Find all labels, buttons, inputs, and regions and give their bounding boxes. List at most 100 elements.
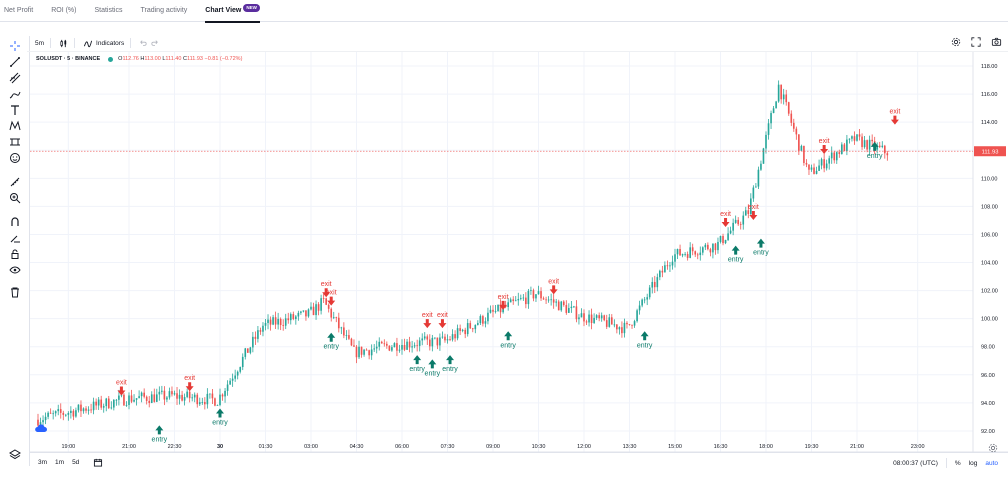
- entry-marker: entry: [867, 141, 883, 160]
- candle-body: [289, 314, 292, 321]
- zoom-in-icon[interactable]: [9, 192, 21, 204]
- candle-body: [777, 84, 780, 102]
- candle-body: [148, 400, 151, 403]
- candle-body: [722, 236, 724, 244]
- settings-icon[interactable]: [951, 37, 961, 47]
- lock-drawing-icon[interactable]: [9, 232, 21, 244]
- log-toggle[interactable]: log: [968, 459, 978, 467]
- candle-body: [216, 405, 219, 406]
- candle-body: [335, 317, 338, 318]
- pattern-icon[interactable]: [9, 120, 21, 132]
- cloud-icon[interactable]: [34, 423, 48, 435]
- candle-body: [244, 348, 247, 357]
- candle-body: [825, 163, 828, 169]
- close-value: 111.93: [186, 56, 203, 62]
- entry-arrow-icon: [731, 245, 740, 255]
- tab-statistics[interactable]: Statistics: [94, 6, 123, 14]
- candle-body: [590, 314, 593, 324]
- trade-markers-layer: exitentryexitentryexitexitentryentryexit…: [116, 109, 900, 444]
- candle-body: [449, 339, 451, 340]
- candle-body: [340, 327, 343, 329]
- lock-icon[interactable]: [9, 248, 21, 260]
- range-1m[interactable]: 1m: [55, 459, 65, 466]
- candle-body: [370, 349, 373, 356]
- candle-body: [565, 305, 568, 313]
- candle-body: [115, 399, 118, 401]
- entry-arrow-icon: [155, 425, 164, 435]
- candle-body: [396, 343, 398, 351]
- prediction-icon[interactable]: [9, 136, 21, 148]
- candle-body: [792, 122, 795, 129]
- chart-settings-gear-icon[interactable]: [988, 443, 998, 453]
- candle-body: [70, 410, 72, 414]
- auto-scale-toggle[interactable]: auto: [985, 459, 998, 467]
- price-chart[interactable]: exitentryexitentryexitexitentryentryexit…: [30, 52, 1008, 452]
- interval-button[interactable]: 5m: [35, 39, 45, 47]
- candle-body: [568, 308, 570, 313]
- candle-body: [125, 404, 128, 406]
- brush-icon[interactable]: [9, 88, 21, 100]
- entry-label: entry: [728, 257, 744, 264]
- percent-toggle[interactable]: %: [954, 459, 961, 467]
- candle-body: [434, 337, 436, 339]
- symbol-name[interactable]: SOLUSDT · 5 · BINANCE: [36, 56, 101, 62]
- candle-body: [411, 346, 413, 348]
- candle-body: [113, 399, 115, 408]
- entry-marker: entry: [152, 425, 168, 443]
- candle-body: [648, 287, 651, 298]
- tab-trading-activity[interactable]: Trading activity: [140, 6, 188, 14]
- text-icon[interactable]: [9, 104, 21, 116]
- candle-body: [224, 390, 226, 397]
- candle-body: [57, 409, 60, 412]
- candle-body: [489, 309, 492, 313]
- trash-icon[interactable]: [9, 286, 21, 298]
- trend-line-icon[interactable]: [9, 56, 21, 68]
- candle-body: [363, 349, 365, 355]
- candle-body: [330, 308, 333, 318]
- candle-body: [843, 144, 846, 151]
- camera-icon[interactable]: [991, 37, 1002, 47]
- candle-body: [669, 265, 671, 267]
- fib-icon[interactable]: [9, 72, 21, 84]
- candle-body: [861, 136, 863, 148]
- candle-body: [866, 140, 868, 150]
- indicators-button[interactable]: Indicators: [83, 39, 124, 48]
- exit-arrow-icon: [549, 285, 558, 295]
- tab-chart-view[interactable]: Chart View NEW: [205, 0, 260, 23]
- undo-icon[interactable]: [139, 39, 147, 47]
- candle-body: [332, 317, 335, 318]
- candles-type-icon[interactable]: [59, 39, 68, 48]
- date-range-icon[interactable]: [93, 458, 103, 467]
- candle-body: [428, 339, 431, 347]
- candle-body: [143, 392, 145, 397]
- fullscreen-icon[interactable]: [971, 37, 981, 47]
- candle-body: [292, 314, 295, 320]
- magnet-icon[interactable]: [9, 216, 21, 228]
- tab-roi[interactable]: ROI (%): [51, 6, 77, 14]
- candle-body: [813, 167, 815, 174]
- candle-body: [277, 318, 279, 325]
- candle-body: [252, 336, 254, 348]
- candle-body: [618, 327, 621, 330]
- eye-icon[interactable]: [9, 264, 21, 276]
- candle-body: [295, 316, 297, 320]
- crosshair-icon[interactable]: [9, 40, 21, 52]
- range-5d[interactable]: 5d: [72, 459, 80, 466]
- candle-body: [47, 412, 49, 417]
- ruler-icon[interactable]: [9, 176, 21, 188]
- candle-body: [747, 210, 750, 214]
- candle-body: [64, 414, 67, 416]
- layers-icon[interactable]: [9, 448, 21, 460]
- candle-body: [487, 312, 489, 322]
- candle-body: [750, 198, 752, 214]
- candle-body: [325, 298, 327, 305]
- tab-net-profit[interactable]: Net Profit: [4, 6, 34, 14]
- utc-clock[interactable]: 08:00:37 (UTC): [893, 459, 938, 467]
- time-tick-label: 06:00: [395, 444, 409, 450]
- redo-icon[interactable]: [151, 39, 159, 47]
- price-tick-label: 108.00: [981, 204, 998, 210]
- emoji-icon[interactable]: [9, 152, 21, 164]
- range-3m[interactable]: 3m: [38, 459, 48, 466]
- candle-body: [709, 249, 712, 253]
- candle-body: [628, 324, 631, 325]
